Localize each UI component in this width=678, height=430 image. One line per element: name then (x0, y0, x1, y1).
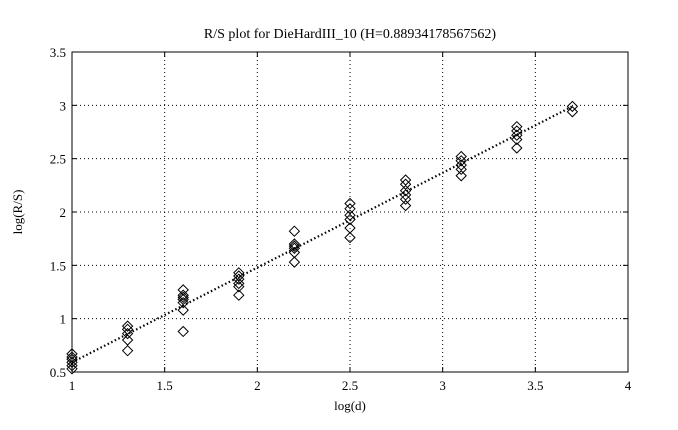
data-point (233, 270, 245, 282)
data-point (511, 125, 523, 137)
data-point (233, 273, 245, 285)
data-point (177, 289, 189, 301)
data-point (177, 291, 189, 304)
x-tick-label: 2 (254, 378, 261, 393)
grid-lines (72, 52, 628, 372)
data-point (344, 231, 356, 244)
y-tick-label: 3.5 (50, 45, 66, 60)
data-points (66, 100, 579, 375)
x-tick-labels: 1 1.5 2 2.5 3 3.5 4 (69, 378, 632, 393)
data-point (288, 256, 301, 268)
data-point (288, 240, 301, 252)
y-tick-label: 0.5 (50, 365, 66, 380)
data-point (455, 170, 467, 182)
y-tick-label: 3 (60, 98, 67, 113)
data-point (121, 320, 134, 332)
y-tick-label: 1.5 (50, 258, 66, 273)
data-point (177, 304, 189, 316)
plot-frame (71, 51, 629, 373)
data-point (233, 267, 245, 279)
chart-title: R/S plot for DieHardIII_10 (H=0.88934178… (204, 27, 496, 42)
x-tick-label: 4 (625, 378, 632, 393)
x-tick-label: 1.5 (157, 378, 173, 393)
data-point (399, 178, 412, 190)
data-point (177, 325, 189, 338)
data-point (344, 222, 356, 234)
data-point (455, 155, 467, 167)
data-point (288, 246, 301, 259)
data-point (511, 142, 523, 154)
data-point (121, 344, 134, 357)
data-point (455, 163, 467, 176)
data-point (177, 293, 189, 306)
data-point (288, 238, 301, 250)
x-tick-label: 3.5 (527, 378, 543, 393)
data-point (399, 174, 412, 186)
data-point (511, 120, 523, 133)
data-point (511, 129, 523, 141)
x-axis-label: log(d) (334, 398, 366, 413)
data-point (455, 159, 467, 171)
y-tick-labels: 0.5 1 1.5 2 2.5 3 3.5 (50, 45, 66, 380)
data-point (344, 209, 356, 221)
data-point (121, 323, 134, 336)
data-point (177, 284, 189, 296)
x-tick-label: 3 (439, 378, 446, 393)
data-point (399, 193, 412, 205)
data-point (121, 334, 134, 346)
x-tick-label: 1 (69, 378, 76, 393)
data-point (288, 225, 301, 237)
data-point (511, 133, 523, 146)
data-point (399, 184, 412, 197)
fit-line-layer (71, 105, 573, 364)
fit-line (71, 105, 573, 364)
data-point (399, 189, 412, 201)
data-point (344, 213, 356, 226)
y-tick-label: 2.5 (50, 152, 66, 167)
data-point (399, 199, 412, 212)
x-tick-label: 2.5 (342, 378, 358, 393)
data-point (121, 327, 134, 340)
y-tick-label: 2 (60, 205, 67, 220)
y-tick-label: 1 (60, 312, 67, 327)
y-axis-label: log(R/S) (10, 190, 25, 235)
data-point (233, 289, 245, 301)
data-point (566, 100, 579, 113)
data-point (233, 277, 245, 290)
data-point (288, 242, 301, 254)
data-point (344, 203, 356, 215)
data-point (344, 197, 356, 210)
data-point (455, 150, 467, 163)
data-point (566, 106, 579, 118)
